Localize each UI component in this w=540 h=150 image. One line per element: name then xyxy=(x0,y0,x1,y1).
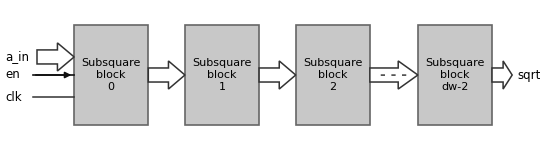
Text: Subsquare
block
1: Subsquare block 1 xyxy=(192,58,252,92)
Text: a_in: a_in xyxy=(5,50,29,63)
Bar xyxy=(185,25,259,125)
Polygon shape xyxy=(370,61,418,89)
Text: clk: clk xyxy=(5,91,22,103)
Text: Subsquare
block
2: Subsquare block 2 xyxy=(303,58,362,92)
Bar xyxy=(418,25,492,125)
Polygon shape xyxy=(492,61,512,89)
Text: Subsquare
block
0: Subsquare block 0 xyxy=(82,58,141,92)
Text: - - -: - - - xyxy=(380,68,407,82)
Polygon shape xyxy=(148,61,185,89)
Polygon shape xyxy=(37,43,74,71)
Polygon shape xyxy=(259,61,296,89)
Bar xyxy=(296,25,370,125)
Text: sqrt: sqrt xyxy=(517,69,540,81)
Bar xyxy=(74,25,148,125)
Text: Subsquare
block
dw-2: Subsquare block dw-2 xyxy=(426,58,484,92)
Text: en: en xyxy=(5,69,20,81)
